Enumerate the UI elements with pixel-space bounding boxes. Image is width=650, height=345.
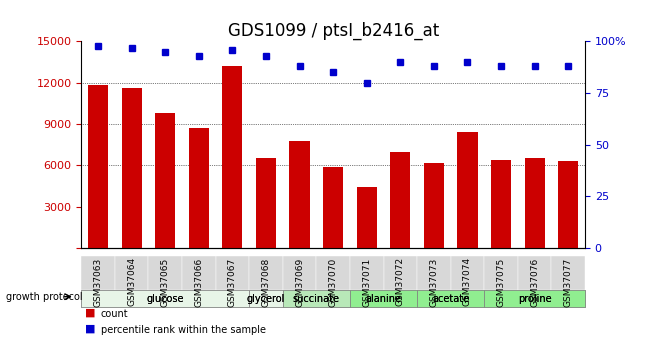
- FancyBboxPatch shape: [417, 290, 484, 307]
- Bar: [222, 66, 242, 248]
- Text: glucose: glucose: [146, 294, 184, 304]
- Text: proline: proline: [518, 294, 551, 304]
- FancyBboxPatch shape: [283, 290, 350, 307]
- Text: GSM37070: GSM37070: [329, 257, 337, 307]
- FancyBboxPatch shape: [551, 256, 585, 290]
- Title: GDS1099 / ptsI_b2416_at: GDS1099 / ptsI_b2416_at: [227, 22, 439, 40]
- Text: ■: ■: [84, 308, 95, 318]
- Text: glycerol: glycerol: [247, 294, 285, 304]
- FancyBboxPatch shape: [81, 256, 115, 290]
- FancyBboxPatch shape: [148, 256, 182, 290]
- FancyBboxPatch shape: [317, 256, 350, 290]
- Bar: [458, 132, 478, 248]
- Text: GSM37067: GSM37067: [228, 257, 237, 307]
- FancyBboxPatch shape: [81, 290, 249, 307]
- Text: GSM37074: GSM37074: [463, 257, 472, 306]
- Text: acetate: acetate: [432, 294, 469, 304]
- Bar: [323, 167, 343, 248]
- Bar: [88, 86, 108, 248]
- Text: succinate: succinate: [293, 294, 340, 304]
- FancyBboxPatch shape: [350, 290, 417, 307]
- Text: GSM37064: GSM37064: [127, 257, 136, 306]
- FancyBboxPatch shape: [283, 256, 317, 290]
- Text: percentile rank within the sample: percentile rank within the sample: [101, 325, 266, 335]
- FancyBboxPatch shape: [350, 290, 417, 307]
- Bar: [122, 88, 142, 248]
- Bar: [424, 162, 444, 248]
- Text: acetate: acetate: [432, 294, 469, 304]
- FancyBboxPatch shape: [417, 290, 484, 307]
- Bar: [188, 128, 209, 248]
- FancyBboxPatch shape: [450, 256, 484, 290]
- FancyBboxPatch shape: [350, 256, 384, 290]
- Bar: [558, 161, 578, 248]
- FancyBboxPatch shape: [484, 256, 518, 290]
- Bar: [390, 151, 410, 248]
- Text: alanine: alanine: [365, 294, 402, 304]
- Text: ■: ■: [84, 323, 95, 333]
- Text: GSM37075: GSM37075: [497, 257, 506, 307]
- FancyBboxPatch shape: [518, 256, 551, 290]
- Text: count: count: [101, 309, 129, 319]
- Text: proline: proline: [518, 294, 551, 304]
- Text: GSM37071: GSM37071: [362, 257, 371, 307]
- FancyBboxPatch shape: [249, 290, 283, 307]
- Text: GSM37073: GSM37073: [430, 257, 438, 307]
- Text: succinate: succinate: [293, 294, 340, 304]
- Bar: [256, 158, 276, 248]
- Bar: [491, 160, 511, 248]
- Text: growth protocol: growth protocol: [6, 292, 83, 302]
- Text: glycerol: glycerol: [247, 294, 285, 304]
- FancyBboxPatch shape: [484, 290, 585, 307]
- FancyBboxPatch shape: [182, 256, 216, 290]
- FancyBboxPatch shape: [283, 290, 350, 307]
- FancyBboxPatch shape: [484, 290, 585, 307]
- Text: GSM37077: GSM37077: [564, 257, 573, 307]
- Bar: [155, 113, 176, 248]
- Text: GSM37065: GSM37065: [161, 257, 170, 307]
- Text: GSM37066: GSM37066: [194, 257, 203, 307]
- FancyBboxPatch shape: [115, 256, 148, 290]
- Bar: [525, 158, 545, 248]
- FancyBboxPatch shape: [249, 256, 283, 290]
- Bar: [289, 140, 309, 248]
- Text: glucose: glucose: [146, 294, 184, 304]
- Bar: [357, 187, 377, 248]
- FancyBboxPatch shape: [81, 290, 249, 307]
- Text: GSM37076: GSM37076: [530, 257, 539, 307]
- FancyBboxPatch shape: [417, 256, 450, 290]
- Text: GSM37072: GSM37072: [396, 257, 405, 306]
- Text: GSM37068: GSM37068: [261, 257, 270, 307]
- FancyBboxPatch shape: [249, 290, 283, 307]
- Text: GSM37069: GSM37069: [295, 257, 304, 307]
- FancyBboxPatch shape: [216, 256, 249, 290]
- Text: GSM37063: GSM37063: [94, 257, 103, 307]
- Text: alanine: alanine: [365, 294, 402, 304]
- FancyBboxPatch shape: [384, 256, 417, 290]
